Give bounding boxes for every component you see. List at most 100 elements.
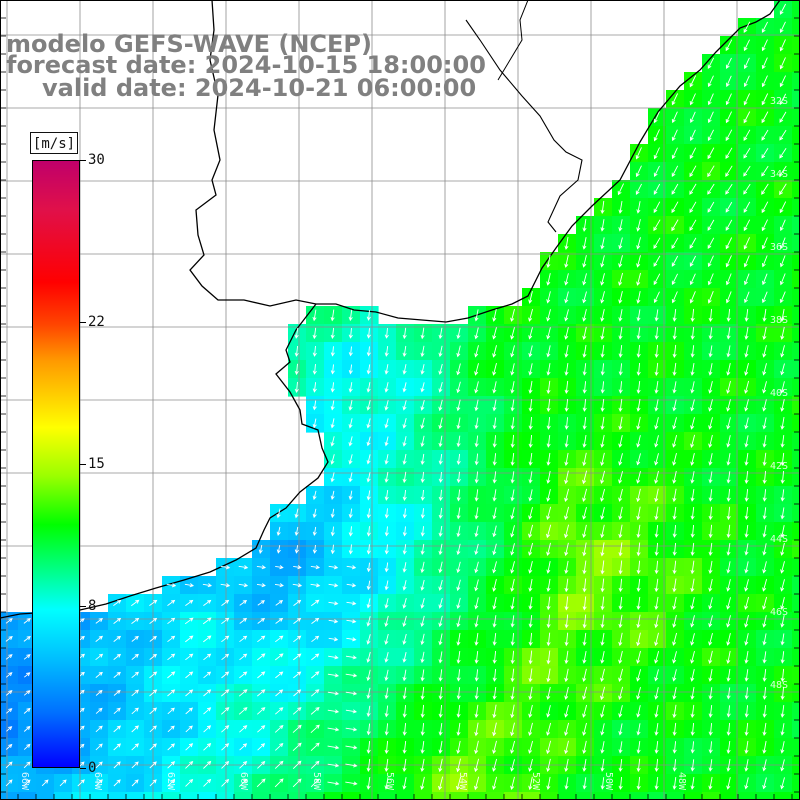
wind-arrow	[384, 382, 389, 393]
wind-arrow	[256, 565, 267, 570]
wind-arrow	[346, 583, 357, 588]
wind-arrow	[276, 526, 281, 537]
wind-arrow	[167, 599, 176, 606]
wind-arrow	[348, 544, 353, 555]
wind-arrow	[564, 524, 570, 539]
wind-arrow	[528, 722, 533, 737]
wind-arrow	[113, 635, 122, 642]
wind-arrow	[327, 691, 340, 696]
wind-arrow	[456, 381, 461, 394]
wind-arrow	[113, 743, 121, 751]
wind-arrow	[149, 653, 158, 660]
wind-arrow	[546, 398, 551, 413]
wind-arrow	[762, 543, 767, 556]
wind-arrow	[654, 435, 659, 448]
wind-arrow	[528, 363, 533, 376]
wind-arrow	[671, 219, 679, 232]
wind-speed-cell	[702, 792, 721, 800]
wind-arrow	[185, 599, 194, 606]
wind-arrow	[600, 363, 605, 376]
wind-arrow	[420, 776, 425, 791]
wind-arrow	[492, 704, 497, 719]
wind-arrow	[185, 743, 194, 751]
wind-arrow	[238, 689, 248, 697]
wind-speed-cell	[792, 414, 800, 433]
wind-arrow	[366, 364, 371, 375]
wind-arrow	[744, 669, 749, 682]
wind-arrow	[366, 490, 371, 501]
wind-arrow	[636, 416, 641, 430]
wind-arrow	[366, 580, 371, 591]
wind-arrow	[707, 129, 715, 142]
wind-arrow	[744, 687, 749, 700]
wind-arrow	[312, 490, 317, 501]
wind-arrow	[312, 508, 317, 519]
wind-arrow	[492, 650, 497, 664]
wind-arrow	[600, 596, 605, 611]
wind-arrow	[328, 637, 339, 642]
latitude-label: 48S	[770, 680, 788, 691]
wind-arrow	[456, 776, 462, 791]
wind-arrow	[348, 472, 353, 483]
wind-arrow	[600, 381, 605, 394]
wind-arrow	[348, 418, 353, 429]
wind-speed-cell	[792, 108, 800, 127]
wind-arrow	[510, 722, 515, 737]
wind-arrow	[456, 543, 461, 556]
wind-arrow	[780, 686, 785, 701]
wind-arrow	[653, 147, 660, 160]
wind-arrow	[546, 273, 551, 286]
wind-arrow	[564, 578, 569, 593]
wind-arrow	[582, 488, 588, 503]
wind-speed-cell	[792, 378, 800, 397]
wind-arrow	[346, 601, 357, 606]
wind-arrow	[345, 745, 358, 750]
wind-arrow	[474, 669, 479, 682]
wind-arrow	[328, 619, 339, 624]
wind-arrow	[690, 741, 695, 754]
wind-arrow	[330, 400, 335, 411]
wind-arrow	[582, 470, 588, 485]
wind-speed-cell	[792, 630, 800, 649]
wind-arrow	[348, 328, 353, 339]
wind-speed-cell	[792, 684, 800, 703]
wind-arrow	[420, 471, 425, 484]
wind-arrow	[726, 345, 731, 358]
wind-arrow	[564, 542, 569, 557]
wind-arrow	[636, 237, 641, 250]
longitude-label: 58W	[311, 772, 322, 791]
wind-arrow	[564, 614, 569, 629]
wind-arrow	[328, 601, 339, 606]
wind-arrow	[5, 618, 13, 624]
wind-arrow	[564, 722, 570, 737]
wind-arrow	[726, 687, 731, 700]
wind-arrow	[762, 561, 767, 574]
wind-arrow	[744, 273, 750, 286]
wind-arrow	[366, 616, 371, 627]
wind-arrow	[312, 382, 317, 393]
wind-arrow	[564, 452, 569, 467]
wind-arrow	[564, 704, 569, 718]
wind-arrow	[779, 255, 786, 268]
wind-arrow	[167, 707, 175, 715]
wind-arrow	[402, 526, 407, 537]
wind-arrow	[653, 201, 661, 214]
wind-arrow	[131, 617, 140, 624]
wind-arrow	[257, 653, 266, 661]
wind-arrow	[725, 165, 733, 178]
wind-arrow	[762, 596, 768, 610]
wind-arrow	[438, 363, 443, 375]
wind-speed-cell	[792, 324, 800, 343]
wind-arrow	[707, 273, 714, 286]
wind-arrow	[743, 237, 751, 250]
wind-arrow	[420, 686, 425, 700]
wind-arrow	[672, 759, 677, 772]
wind-arrow	[345, 727, 358, 732]
wind-arrow	[420, 741, 425, 754]
wind-arrow	[366, 634, 371, 645]
wind-arrow	[654, 327, 659, 340]
latitude-label: 38S	[770, 315, 788, 326]
wind-speed-cell	[540, 792, 559, 800]
wind-arrow	[762, 722, 767, 737]
wind-arrow	[654, 578, 659, 593]
